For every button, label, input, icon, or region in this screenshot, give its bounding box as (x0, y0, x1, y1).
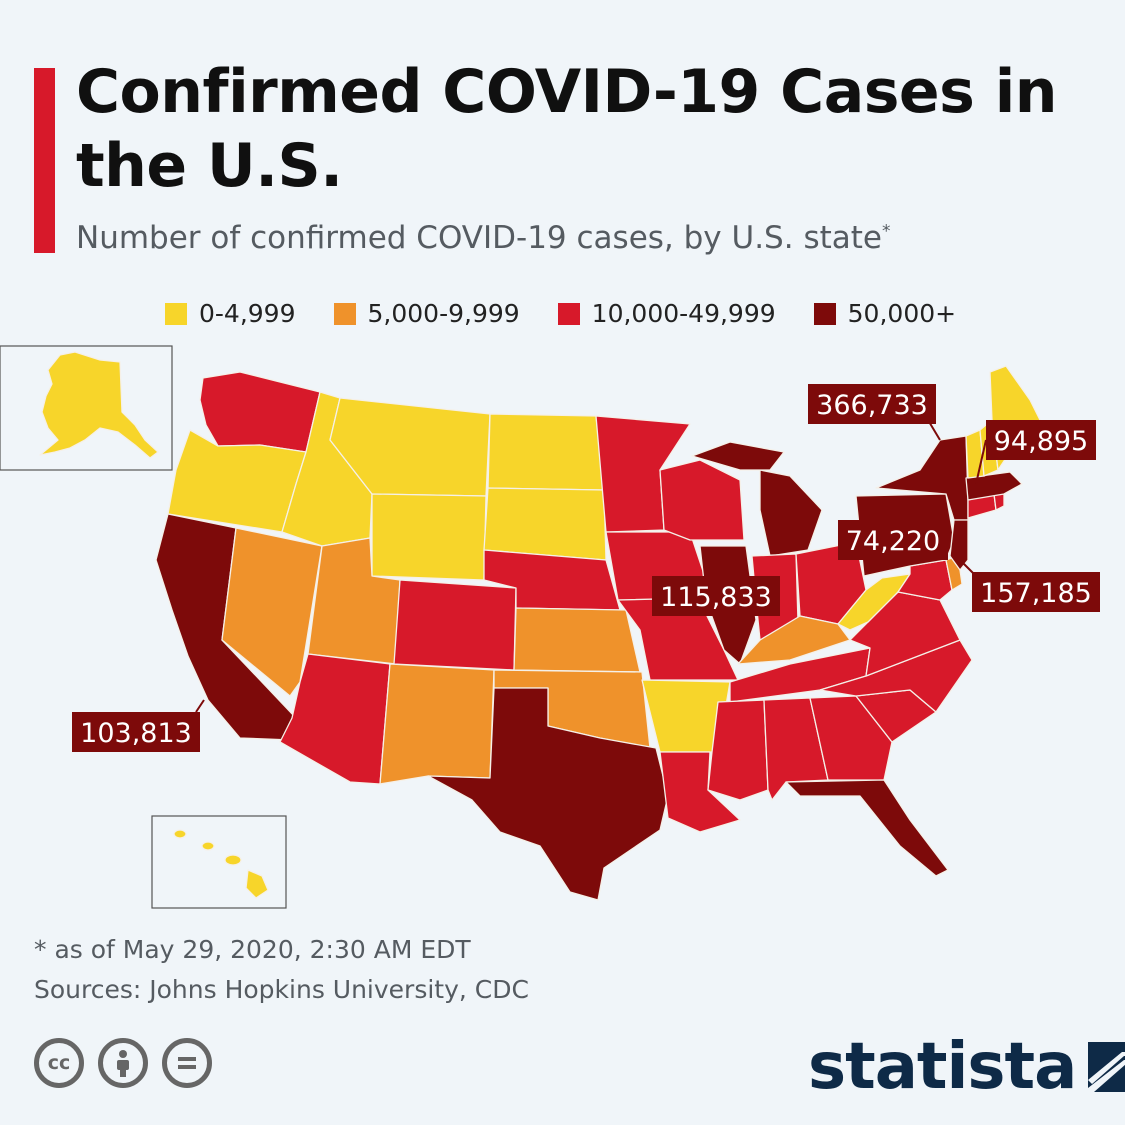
us-state-map: 366,733 94,895 74,220 157,185 115,833 10… (0, 345, 1100, 909)
callout-california-leader (195, 699, 205, 713)
legend-swatch-mid (333, 302, 356, 325)
state-massachusetts (965, 471, 1023, 501)
state-texas (427, 687, 669, 901)
statista-mark-icon (1088, 1042, 1125, 1092)
legend-label-low: 0-4,999 (199, 299, 296, 328)
callout-california-value: 103,813 (80, 718, 192, 749)
title-accent-bar (34, 68, 55, 253)
footer-notes: * as of May 29, 2020, 2:30 AM EDT Source… (34, 930, 529, 1010)
state-mississippi (707, 699, 769, 801)
legend-label-mid: 5,000-9,999 (367, 299, 520, 328)
state-michigan (691, 441, 823, 557)
state-new-mexico (379, 663, 495, 785)
legend: 0-4,999 5,000-9,999 10,000-49,999 50,000… (165, 299, 956, 328)
equals-glyph (178, 1057, 196, 1069)
state-washington (199, 371, 321, 453)
cc-icon[interactable]: cc (34, 1038, 84, 1088)
legend-item-low: 0-4,999 (165, 299, 296, 328)
callout-pennsylvania-value: 74,220 (846, 526, 940, 557)
sources: Sources: Johns Hopkins University, CDC (34, 975, 529, 1004)
statista-logo[interactable]: statista (808, 1030, 1125, 1104)
page-subtitle: Number of confirmed COVID-19 cases, by U… (76, 220, 890, 256)
hawaii-island-big (245, 869, 269, 899)
state-rhode-island (993, 493, 1005, 511)
callout-new-york-box (808, 384, 936, 424)
hawaii-island-maui (224, 854, 242, 866)
legend-swatch-low (165, 302, 187, 325)
state-wisconsin (659, 459, 745, 541)
attribution-icon[interactable] (98, 1038, 148, 1088)
legend-label-high: 10,000-49,999 (591, 299, 776, 328)
callout-new-jersey: 157,185 (961, 561, 1100, 612)
callout-illinois-box (652, 576, 780, 616)
callout-illinois-value: 115,833 (660, 582, 772, 613)
state-nevada (221, 527, 323, 697)
callout-new-york-value: 366,733 (816, 390, 928, 421)
no-derivatives-icon[interactable] (162, 1038, 212, 1088)
state-georgia (809, 695, 893, 781)
subtitle-text: Number of confirmed COVID-19 cases, by U… (76, 220, 882, 256)
state-west-virginia (837, 573, 911, 631)
callout-new-jersey-box (972, 572, 1100, 612)
legend-item-top: 50,000+ (813, 299, 957, 328)
callout-massachusetts-value: 94,895 (994, 426, 1088, 457)
callout-new-york: 366,733 (808, 384, 941, 441)
legend-label-top: 50,000+ (847, 299, 957, 328)
legend-swatch-top (813, 302, 836, 325)
state-south-dakota (483, 487, 607, 561)
callout-pennsylvania-box (838, 520, 948, 560)
page-title: Confirmed COVID-19 Cases in the U.S. (76, 57, 1057, 201)
callout-massachusetts: 94,895 (975, 420, 1096, 485)
logo-wordmark: statista (808, 1030, 1077, 1104)
callout-pennsylvania: 74,220 (838, 520, 948, 560)
state-florida (785, 779, 949, 877)
attribution-person-glyph (117, 1050, 129, 1077)
alaska-inset-box (0, 345, 173, 471)
callout-new-jersey-value: 157,185 (980, 578, 1092, 609)
state-louisiana (659, 751, 741, 833)
subtitle-footnote-mark: * (881, 221, 891, 242)
legend-swatch-high (557, 302, 580, 325)
hawaii-inset-box (151, 815, 287, 909)
callout-california-box (72, 712, 200, 752)
callout-massachusetts-box (986, 420, 1096, 460)
license-icons: cc (34, 1038, 212, 1088)
state-north-dakota (487, 413, 605, 491)
callout-california: 103,813 (72, 699, 205, 752)
legend-item-high: 10,000-49,999 (557, 299, 776, 328)
state-kansas (513, 607, 641, 673)
hawaii-island-kauai (173, 829, 187, 839)
state-wyoming (371, 493, 487, 581)
state-colorado (393, 579, 517, 671)
state-alaska (39, 351, 159, 459)
callout-illinois: 115,833 (652, 576, 780, 616)
state-hawaii (173, 829, 269, 899)
callout-massachusetts-leader (975, 439, 987, 485)
footnote: * as of May 29, 2020, 2:30 AM EDT (34, 935, 471, 964)
legend-item-mid: 5,000-9,999 (333, 299, 520, 328)
state-north-carolina (819, 639, 973, 713)
hawaii-island-oahu (201, 841, 215, 851)
